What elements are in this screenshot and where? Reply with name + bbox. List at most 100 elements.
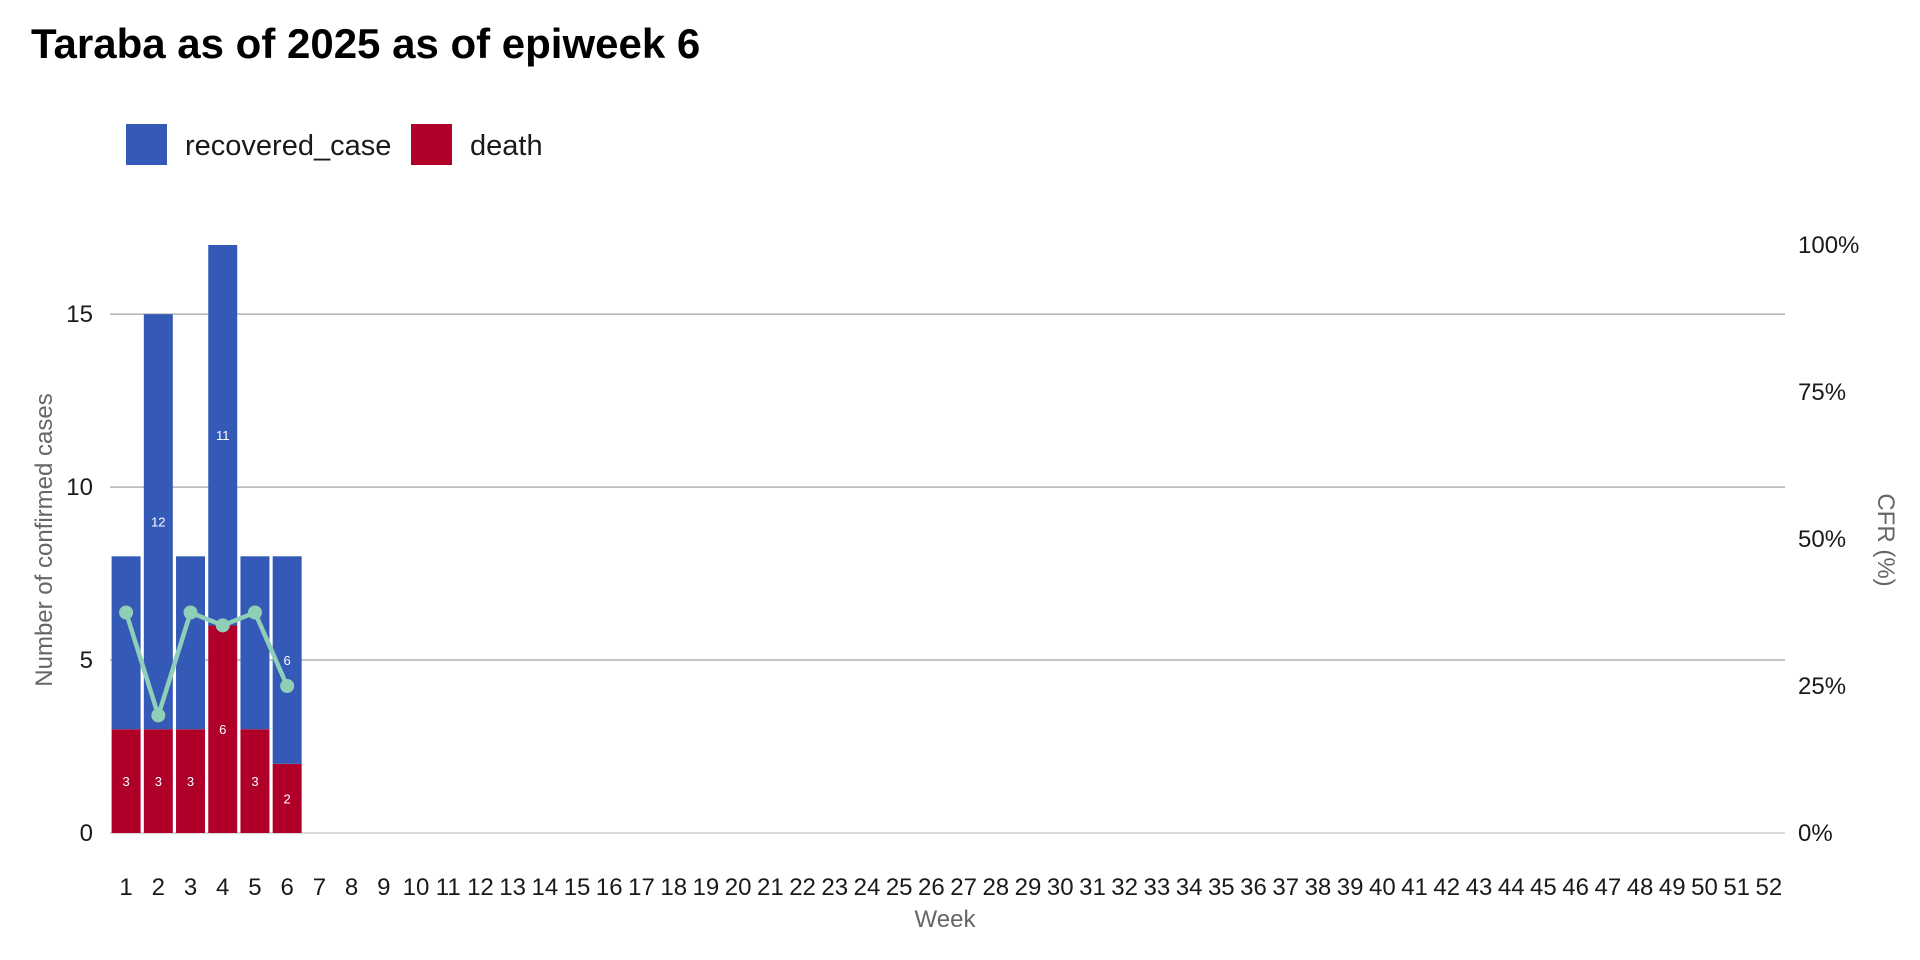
bar-death xyxy=(143,729,173,833)
x-tick-label: 8 xyxy=(345,874,358,901)
x-tick-label: 35 xyxy=(1208,874,1235,901)
y-axis-title: Number of confirmed cases xyxy=(31,393,58,686)
cfr-line xyxy=(119,605,295,723)
grid-lines xyxy=(110,313,1785,834)
x-tick-label: 27 xyxy=(950,874,977,901)
x-tick-label: 19 xyxy=(693,874,720,901)
legend: recovered_case death xyxy=(126,124,543,165)
x-tick-label: 40 xyxy=(1369,874,1396,901)
bar-death xyxy=(111,729,141,833)
bar-label-recovered: 11 xyxy=(216,428,230,443)
x-tick-label: 17 xyxy=(628,874,655,901)
x-tick-label: 23 xyxy=(821,874,848,901)
bar-death xyxy=(208,625,238,833)
x-tick-label: 38 xyxy=(1305,874,1332,901)
bar-death xyxy=(240,729,270,833)
x-tick-label: 52 xyxy=(1756,874,1783,901)
x-tick-label: 37 xyxy=(1272,874,1299,901)
bar-recovered xyxy=(240,556,270,730)
x-tick-label: 28 xyxy=(982,874,1009,901)
x-tick-label: 51 xyxy=(1723,874,1750,901)
legend-label-recovered: recovered_case xyxy=(185,130,391,162)
x-tick-label: 46 xyxy=(1562,874,1589,901)
bar-recovered xyxy=(143,314,173,730)
x-tick-label: 22 xyxy=(789,874,816,901)
x-tick-label: 15 xyxy=(564,874,591,901)
x-tick-label: 29 xyxy=(1015,874,1042,901)
cfr-point xyxy=(280,679,295,693)
cfr-point xyxy=(247,605,262,620)
x-tick-label: 45 xyxy=(1530,874,1557,901)
bar-label-recovered: 6 xyxy=(284,653,291,668)
x-tick-label: 26 xyxy=(918,874,945,901)
x-tick-label: 7 xyxy=(313,874,326,901)
legend-swatch-recovered xyxy=(126,124,167,165)
x-tick-label: 36 xyxy=(1240,874,1267,901)
cfr-point xyxy=(183,605,198,620)
x-tick-label: 2 xyxy=(152,874,165,901)
x-tick-label: 32 xyxy=(1111,874,1138,901)
x-tick-label: 50 xyxy=(1691,874,1718,901)
x-tick-label: 9 xyxy=(377,874,390,901)
x-tick-label: 14 xyxy=(532,874,559,901)
x-tick-label: 10 xyxy=(403,874,430,901)
x-tick-label: 39 xyxy=(1337,874,1364,901)
x-tick-label: 41 xyxy=(1401,874,1428,901)
x-tick-label: 1 xyxy=(119,874,132,901)
y-tick-label: 0 xyxy=(80,820,93,847)
cfr-point xyxy=(119,605,134,620)
cfr-point xyxy=(151,708,166,723)
bar-label-death: 3 xyxy=(187,774,194,789)
bar-label-recovered: 12 xyxy=(151,515,165,530)
x-tick-label: 47 xyxy=(1594,874,1621,901)
legend-swatch-death xyxy=(411,124,452,165)
x-tick-label: 24 xyxy=(854,874,881,901)
y-tick-label: 5 xyxy=(80,647,93,674)
bar-label-death: 3 xyxy=(122,774,129,789)
bar-recovered xyxy=(208,245,238,626)
y2-tick-label: 0% xyxy=(1798,820,1833,847)
x-tick-label: 4 xyxy=(216,874,229,901)
x-tick-label: 42 xyxy=(1433,874,1460,901)
x-tick-label: 44 xyxy=(1498,874,1525,901)
x-tick-label: 48 xyxy=(1627,874,1654,901)
cfr-point xyxy=(215,618,230,633)
x-tick-label: 3 xyxy=(184,874,197,901)
x-tick-label: 34 xyxy=(1176,874,1203,901)
x-tick-label: 20 xyxy=(725,874,752,901)
y2-tick-label: 25% xyxy=(1798,673,1846,700)
x-tick-label: 33 xyxy=(1144,874,1171,901)
x-tick-label: 49 xyxy=(1659,874,1686,901)
x-tick-label: 6 xyxy=(280,874,293,901)
x-axis-title: Week xyxy=(915,906,977,933)
y-tick-label: 10 xyxy=(66,474,93,501)
x-tick-label: 11 xyxy=(436,874,461,901)
chart-title: Taraba as of 2025 as of epiweek 6 xyxy=(31,20,701,67)
x-tick-label: 21 xyxy=(757,874,784,901)
x-tick-label: 5 xyxy=(248,874,261,901)
x-tick-label: 12 xyxy=(467,874,494,901)
cfr-line-path xyxy=(123,610,290,718)
bars xyxy=(111,245,302,833)
bar-labels: 3 3 12 3 6 11 3 2 6 xyxy=(122,428,290,806)
y2-axis-title: CFR (%) xyxy=(1872,493,1899,586)
bar-label-death: 6 xyxy=(219,722,226,737)
x-tick-label: 25 xyxy=(886,874,913,901)
x-tick-label: 30 xyxy=(1047,874,1074,901)
bar-death xyxy=(176,729,206,833)
legend-label-death: death xyxy=(470,130,543,162)
y2-tick-label: 50% xyxy=(1798,526,1846,553)
x-tick-label: 13 xyxy=(499,874,526,901)
x-tick-label: 18 xyxy=(660,874,687,901)
x-tick-label: 31 xyxy=(1079,874,1106,901)
bar-label-death: 3 xyxy=(251,774,258,789)
y2-tick-label: 100% xyxy=(1798,232,1859,259)
y-tick-label: 15 xyxy=(66,301,93,328)
x-tick-label: 43 xyxy=(1466,874,1493,901)
bar-label-death: 2 xyxy=(284,791,291,806)
bar-label-death: 3 xyxy=(155,774,162,789)
bar-death xyxy=(272,763,302,833)
x-tick-label: 16 xyxy=(596,874,623,901)
